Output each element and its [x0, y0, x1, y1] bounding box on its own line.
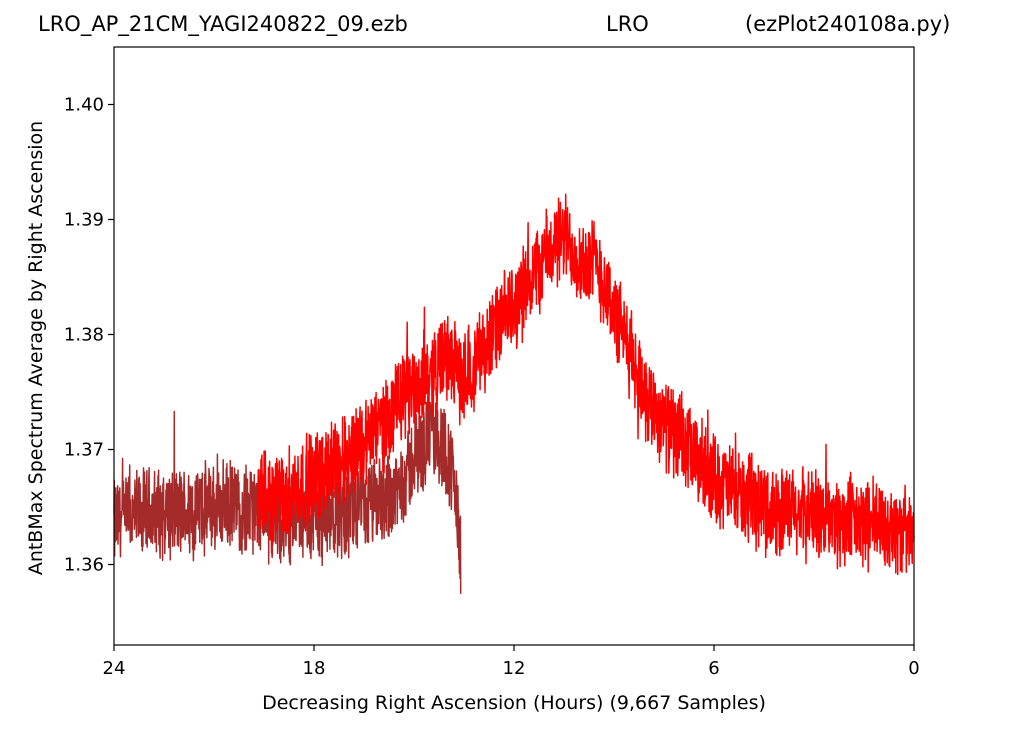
file-title: LRO_AP_21CM_YAGI240822_09.ezb [38, 12, 408, 36]
series-layer [113, 193, 915, 594]
x-tick-label: 12 [503, 658, 526, 679]
y-tick-label: 1.40 [64, 95, 104, 116]
script-title: (ezPlot240108a.py) [745, 12, 951, 36]
x-tick-label: 18 [303, 658, 326, 679]
x-tick-label: 0 [908, 658, 919, 679]
y-tick-label: 1.38 [64, 325, 104, 346]
y-tick-label: 1.37 [64, 440, 104, 461]
series-line-2 [256, 193, 915, 576]
y-tick-label: 1.39 [64, 210, 104, 231]
y-tick-label: 1.36 [64, 555, 104, 576]
x-tick-label: 6 [708, 658, 719, 679]
x-tick-label: 24 [103, 658, 126, 679]
site-title: LRO [606, 12, 649, 36]
y-axis-label: AntBMax Spectrum Average by Right Ascens… [25, 120, 47, 576]
plot-frame [113, 46, 915, 646]
x-axis-label: Decreasing Right Ascension (Hours) (9,66… [262, 692, 766, 714]
axis-layer: 24 18 12 6 0 1.36 1.37 1.38 1.39 1.40 [64, 95, 920, 680]
